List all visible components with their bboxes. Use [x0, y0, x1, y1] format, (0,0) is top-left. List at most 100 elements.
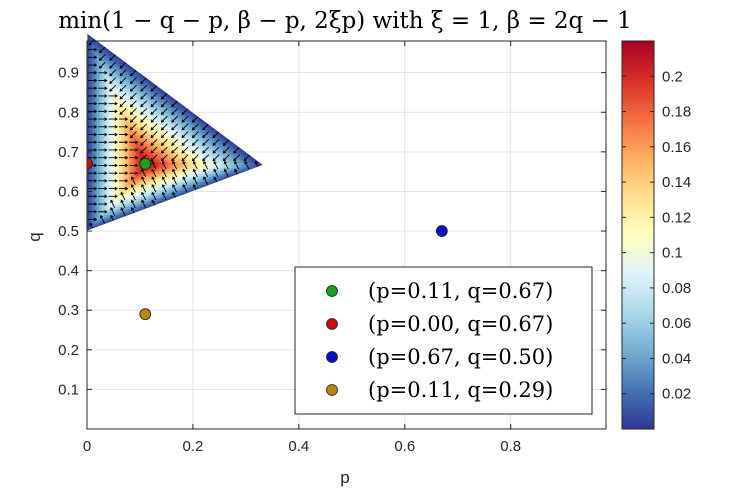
heatmap-cell: [158, 101, 162, 106]
heatmap-cell: [204, 181, 208, 185]
gradient-arrow: [162, 184, 167, 193]
heatmap-cell: [163, 107, 167, 111]
heatmap-cell: [89, 66, 93, 70]
heatmap-cell: [185, 118, 189, 122]
gradient-arrowhead: [150, 103, 154, 108]
heatmap-cell: [126, 145, 130, 150]
heatmap-cell: [167, 187, 171, 191]
heatmap-cell: [155, 104, 159, 108]
gradient-arrow: [161, 100, 168, 107]
gradient-arrow: [119, 92, 127, 100]
heatmap-cell: [221, 162, 225, 166]
heatmap-cell: [148, 115, 152, 119]
heatmap-cell: [138, 74, 142, 78]
heatmap-cell: [216, 165, 220, 169]
heatmap-cell: [199, 178, 203, 183]
heatmap-cell: [145, 200, 149, 205]
heatmap-cell: [91, 99, 95, 103]
heatmap-cell: [163, 121, 167, 125]
heatmap-cell: [121, 74, 125, 78]
heatmap-cell: [123, 112, 127, 117]
heatmap-cell: [199, 143, 203, 147]
heatmap-cell: [170, 107, 174, 111]
gradient-arrowhead: [171, 103, 175, 108]
heatmap-cell: [163, 90, 167, 95]
heatmap-cell: [163, 181, 167, 185]
heatmap-cell: [133, 187, 137, 191]
heatmap-cell: [118, 115, 122, 119]
heatmap-cell: [204, 126, 208, 130]
heatmap-cell: [87, 211, 91, 216]
heatmap-cell: [118, 154, 122, 158]
gradient-arrowhead: [104, 78, 108, 83]
heatmap-cell: [116, 63, 120, 67]
heatmap-cell: [89, 198, 93, 202]
heatmap-cell: [121, 126, 125, 130]
heatmap-cell: [128, 162, 132, 166]
heatmap-cell: [202, 132, 206, 136]
heatmap-cell: [209, 176, 213, 180]
heatmap-cell: [199, 162, 203, 166]
heatmap-cell: [214, 132, 218, 136]
heatmap-cell: [221, 154, 225, 158]
heatmap-cell: [133, 192, 137, 196]
heatmap-cell: [128, 203, 132, 207]
heatmap-cell: [101, 184, 105, 188]
heatmap-cell: [123, 88, 127, 92]
heatmap-cell: [165, 187, 169, 191]
heatmap-cell: [87, 167, 91, 172]
gradient-arrowhead: [109, 80, 113, 85]
heatmap-cell: [180, 134, 184, 139]
heatmap-cell: [140, 107, 144, 111]
heatmap-cell: [104, 46, 108, 51]
heatmap-cell: [99, 159, 103, 163]
heatmap-cell: [121, 173, 125, 177]
heatmap-cell: [89, 181, 93, 185]
legend-marker: [326, 285, 338, 297]
heatmap-cell: [123, 159, 127, 163]
heatmap-cell: [121, 90, 125, 95]
heatmap-cell: [155, 110, 159, 114]
heatmap-cell: [128, 198, 132, 202]
heatmap-cell: [189, 115, 194, 119]
heatmap-cell: [106, 170, 110, 174]
heatmap-cell: [231, 162, 235, 166]
heatmap-cell: [109, 170, 113, 174]
heatmap-cell: [104, 154, 108, 158]
heatmap-cell: [170, 159, 174, 163]
heatmap-cell: [155, 85, 159, 89]
heatmap-cell: [123, 99, 127, 103]
heatmap-cell: [121, 167, 125, 172]
heatmap-cell: [113, 82, 118, 86]
heatmap-cell: [96, 52, 100, 56]
heatmap-cell: [180, 110, 184, 114]
gradient-arrowhead: [181, 158, 185, 162]
heatmap-cell: [104, 55, 108, 59]
gradient-arrow: [181, 146, 189, 154]
heatmap-cell: [145, 132, 149, 136]
heatmap-cell: [216, 148, 220, 152]
heatmap-cell: [229, 170, 233, 174]
y-tick-label: 0.7: [58, 144, 79, 161]
heatmap-cell: [91, 44, 95, 48]
heatmap-cell: [94, 79, 98, 84]
heatmap-cell: [143, 107, 147, 111]
gradient-arrowhead: [93, 209, 98, 214]
heatmap-cell: [163, 129, 167, 133]
heatmap-cell: [138, 176, 142, 180]
gradient-arrow: [162, 169, 167, 178]
heatmap-cell: [91, 173, 95, 177]
heatmap-cell: [153, 159, 157, 163]
heatmap-cell: [163, 167, 167, 172]
heatmap-cell: [145, 93, 149, 97]
gradient-arrow: [110, 207, 116, 216]
heatmap-cell: [126, 121, 130, 125]
heatmap-cell: [96, 57, 100, 62]
heatmap-cell: [180, 173, 184, 177]
heatmap-cell: [136, 137, 140, 141]
heatmap-cell: [170, 154, 174, 158]
heatmap-cell: [136, 143, 140, 147]
gradient-arrowhead: [234, 160, 238, 165]
heatmap-cell: [167, 129, 171, 133]
heatmap-cell: [128, 88, 132, 92]
